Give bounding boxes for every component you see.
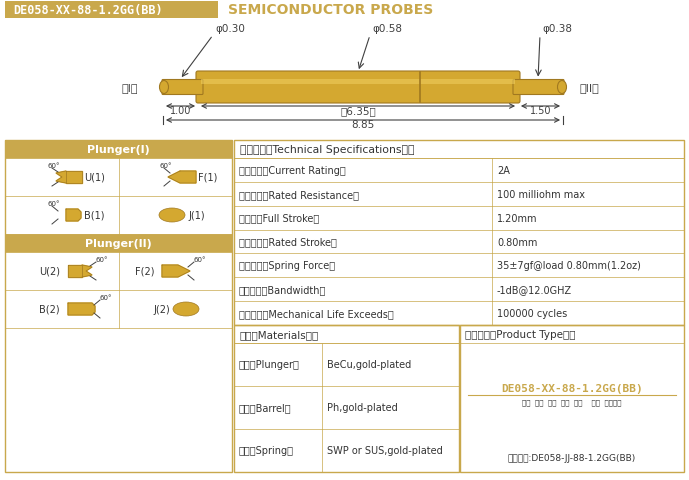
- Text: 额定弹力（Spring Force）: 额定弹力（Spring Force）: [239, 261, 335, 271]
- Ellipse shape: [159, 81, 169, 94]
- Polygon shape: [66, 210, 81, 222]
- Bar: [460, 325, 684, 343]
- Text: U(2): U(2): [39, 266, 60, 276]
- Bar: [234, 325, 459, 472]
- Text: 订购举例:DE058-JJ-88-1.2GG(BB): 订购举例:DE058-JJ-88-1.2GG(BB): [508, 453, 636, 462]
- Bar: [5, 2, 218, 19]
- Bar: [201, 80, 515, 85]
- Text: 60°: 60°: [96, 256, 108, 263]
- Text: φ0.38: φ0.38: [542, 24, 572, 34]
- Text: 60°: 60°: [48, 163, 61, 168]
- Polygon shape: [66, 172, 82, 184]
- Bar: [5, 141, 232, 159]
- Text: BeCu,gold-plated: BeCu,gold-plated: [327, 360, 411, 370]
- Polygon shape: [82, 265, 92, 277]
- Text: J(2): J(2): [153, 304, 170, 314]
- Polygon shape: [68, 265, 82, 277]
- Text: 成品型号（Product Type）：: 成品型号（Product Type）：: [465, 329, 575, 339]
- Text: 100000 cycles: 100000 cycles: [497, 309, 567, 318]
- Bar: [5, 141, 232, 472]
- Text: 60°: 60°: [160, 163, 172, 168]
- Text: 额定行程（Rated Stroke）: 额定行程（Rated Stroke）: [239, 237, 337, 247]
- Bar: [234, 141, 684, 159]
- Polygon shape: [168, 172, 196, 184]
- Polygon shape: [162, 265, 190, 277]
- Text: 35±7gf@load 0.80mm(1.2oz): 35±7gf@load 0.80mm(1.2oz): [497, 261, 641, 271]
- Text: DE058-XX-88-1.2GG(BB): DE058-XX-88-1.2GG(BB): [13, 4, 163, 17]
- Text: 2A: 2A: [497, 166, 510, 176]
- Text: 系列  规格  头型  行长  弹力    镀金  针头材质: 系列 规格 头型 行长 弹力 镀金 针头材质: [522, 398, 621, 405]
- Ellipse shape: [173, 302, 199, 316]
- Text: J(1): J(1): [188, 211, 205, 220]
- Bar: [5, 235, 232, 252]
- Text: 测试寿命（Mechanical Life Exceeds）: 测试寿命（Mechanical Life Exceeds）: [239, 309, 393, 318]
- Text: 满行程（Full Stroke）: 满行程（Full Stroke）: [239, 213, 319, 223]
- Text: 60°: 60°: [194, 256, 207, 263]
- Bar: [234, 141, 684, 325]
- Text: 额定电流（Current Rating）: 额定电流（Current Rating）: [239, 166, 346, 176]
- Text: SWP or SUS,gold-plated: SWP or SUS,gold-plated: [327, 445, 443, 456]
- Text: 弹簧（Spring）: 弹簧（Spring）: [239, 445, 294, 456]
- Text: 针管（Barrel）: 针管（Barrel）: [239, 403, 291, 413]
- FancyBboxPatch shape: [162, 80, 203, 96]
- Text: 8.85: 8.85: [351, 120, 375, 130]
- Text: 频率带宽（Bandwidth）: 频率带宽（Bandwidth）: [239, 285, 327, 295]
- FancyBboxPatch shape: [513, 80, 564, 96]
- Polygon shape: [56, 172, 66, 184]
- Text: φ0.58: φ0.58: [372, 24, 402, 34]
- Text: U(1): U(1): [84, 173, 105, 182]
- Text: F(1): F(1): [198, 173, 217, 182]
- Ellipse shape: [557, 81, 566, 94]
- Text: （6.35）: （6.35）: [340, 106, 376, 116]
- Text: 60°: 60°: [48, 201, 61, 206]
- Text: 1.50: 1.50: [530, 106, 551, 116]
- Text: （II）: （II）: [580, 83, 599, 93]
- Bar: [234, 325, 459, 343]
- Text: 针头（Plunger）: 针头（Plunger）: [239, 360, 300, 370]
- Text: 额定电阔（Rated Resistance）: 额定电阔（Rated Resistance）: [239, 190, 359, 199]
- Text: Plunger(II): Plunger(II): [85, 239, 152, 249]
- Text: 1.00: 1.00: [169, 106, 191, 116]
- Text: B(1): B(1): [84, 211, 105, 220]
- Text: B(2): B(2): [39, 304, 60, 314]
- Ellipse shape: [159, 209, 185, 223]
- Text: Plunger(I): Plunger(I): [87, 144, 150, 155]
- Text: 0.80mm: 0.80mm: [497, 237, 537, 247]
- Text: φ0.30: φ0.30: [215, 24, 245, 34]
- Bar: [460, 325, 684, 472]
- Text: 1.20mm: 1.20mm: [497, 213, 537, 223]
- Text: （I）: （I）: [122, 83, 138, 93]
- Text: SEMICONDUCTOR PROBES: SEMICONDUCTOR PROBES: [228, 3, 433, 17]
- Text: DE058-XX-88-1.2GG(BB): DE058-XX-88-1.2GG(BB): [501, 384, 643, 393]
- Text: Ph,gold-plated: Ph,gold-plated: [327, 403, 398, 413]
- Text: -1dB@12.0GHZ: -1dB@12.0GHZ: [497, 285, 572, 295]
- Text: 技术要求（Technical Specifications）：: 技术要求（Technical Specifications）：: [240, 144, 415, 155]
- FancyBboxPatch shape: [196, 72, 520, 104]
- Text: 60°: 60°: [100, 294, 112, 300]
- Polygon shape: [68, 303, 95, 315]
- Text: 材质（Materials）：: 材质（Materials）：: [239, 329, 318, 339]
- Text: 100 milliohm max: 100 milliohm max: [497, 190, 585, 199]
- Text: F(2): F(2): [134, 266, 154, 276]
